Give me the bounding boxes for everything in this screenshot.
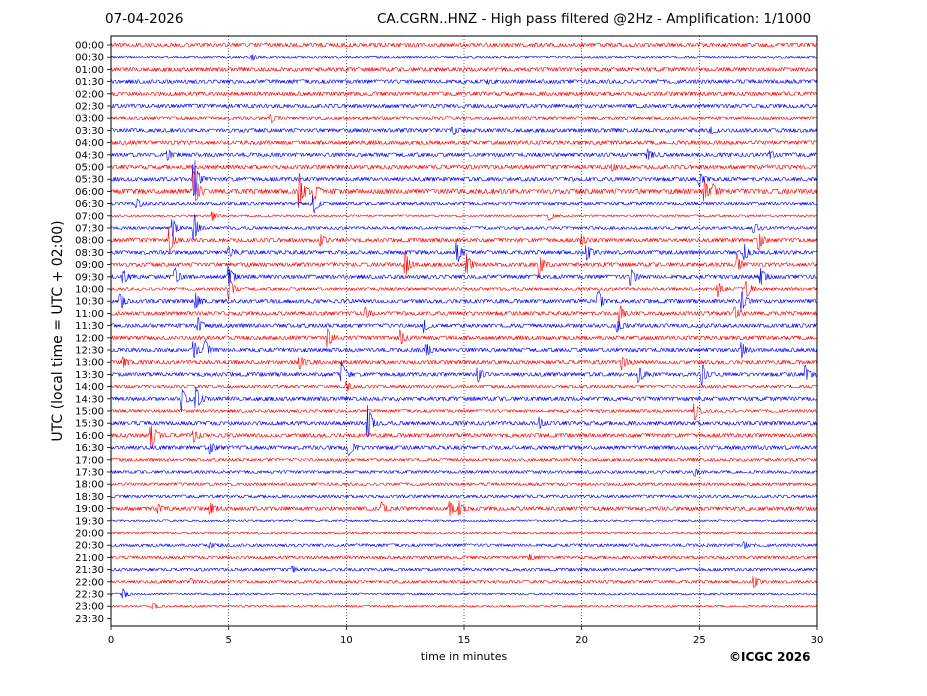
trace-17:30 <box>110 468 818 477</box>
y-tick-label-19:00: 19:00 <box>75 504 104 515</box>
y-tick-label-18:30: 18:30 <box>75 492 104 503</box>
trace-22:30 <box>110 588 817 599</box>
y-tick-label-11:00: 11:00 <box>75 309 104 320</box>
x-tick-label-10: 10 <box>340 635 353 646</box>
y-tick-label-05:30: 05:30 <box>75 175 104 186</box>
x-tick-label-30: 30 <box>811 635 824 646</box>
y-tick-label-21:30: 21:30 <box>75 565 104 576</box>
x-tick-label-0: 0 <box>108 635 114 646</box>
y-tick-label-01:00: 01:00 <box>75 65 104 76</box>
y-tick-label-17:30: 17:30 <box>75 468 104 479</box>
y-tick-label-14:30: 14:30 <box>75 394 104 405</box>
y-tick-label-21:00: 21:00 <box>75 553 104 564</box>
y-tick-label-07:30: 07:30 <box>75 224 104 235</box>
trace-02:30 <box>110 103 818 109</box>
trace-20:00 <box>110 531 818 535</box>
y-tick-label-04:30: 04:30 <box>75 150 104 161</box>
y-tick-label-06:00: 06:00 <box>75 187 104 198</box>
y-tick-label-12:30: 12:30 <box>75 346 104 357</box>
y-tick-label-04:00: 04:00 <box>75 138 104 149</box>
trace-03:00 <box>110 114 817 124</box>
y-tick-label-08:30: 08:30 <box>75 248 104 259</box>
y-tick-label-16:30: 16:30 <box>75 443 104 454</box>
x-axis: 0 5 10 15 20 25 30 <box>108 626 824 646</box>
trace-21:00 <box>110 553 818 561</box>
y-tick-label-09:00: 09:00 <box>75 260 104 271</box>
y-tick-label-11:30: 11:30 <box>75 321 104 332</box>
trace-03:30 <box>110 126 818 135</box>
trace-layer <box>110 42 818 610</box>
chart-title: CA.CGRN..HNZ - High pass filtered @2Hz -… <box>377 11 812 27</box>
trace-11:00 <box>110 305 818 323</box>
y-tick-label-06:30: 06:30 <box>75 199 104 210</box>
y-tick-label-07:00: 07:00 <box>75 211 104 222</box>
trace-07:30 <box>110 214 817 240</box>
x-tick-label-20: 20 <box>575 635 588 646</box>
y-tick-label-02:00: 02:00 <box>75 89 104 100</box>
trace-09:30 <box>110 265 817 286</box>
trace-10:00 <box>110 279 818 301</box>
trace-15:00 <box>110 403 817 421</box>
y-tick-label-08:00: 08:00 <box>75 236 104 247</box>
date-label: 07-04-2026 <box>105 11 184 27</box>
y-tick-label-03:30: 03:30 <box>75 126 104 137</box>
y-tick-label-09:30: 09:30 <box>75 272 104 283</box>
y-tick-label-14:00: 14:00 <box>75 382 104 393</box>
trace-14:00 <box>110 380 817 392</box>
y-tick-label-20:00: 20:00 <box>75 529 104 540</box>
y-tick-label-13:30: 13:30 <box>75 370 104 381</box>
y-tick-label-03:00: 03:00 <box>75 114 104 125</box>
y-tick-label-23:30: 23:30 <box>75 614 104 625</box>
trace-19:00 <box>110 500 818 517</box>
y-tick-label-23:00: 23:00 <box>75 602 104 613</box>
x-tick-label-5: 5 <box>225 635 231 646</box>
y-tick-label-10:30: 10:30 <box>75 297 104 308</box>
y-tick-label-01:30: 01:30 <box>75 77 104 88</box>
y-tick-label-10:00: 10:00 <box>75 285 104 296</box>
trace-19:30 <box>110 519 817 523</box>
y-tick-label-17:00: 17:00 <box>75 455 104 466</box>
trace-20:30 <box>110 541 818 549</box>
y-tick-label-15:30: 15:30 <box>75 419 104 430</box>
y-tick-label-20:30: 20:30 <box>75 541 104 552</box>
x-tick-label-25: 25 <box>693 635 706 646</box>
trace-04:30 <box>110 149 817 161</box>
minute-gridlines <box>228 36 700 626</box>
trace-10:30 <box>110 290 817 312</box>
y-tick-label-00:30: 00:30 <box>75 53 104 64</box>
y-tick-label-16:00: 16:00 <box>75 431 104 442</box>
trace-12:00 <box>110 328 817 348</box>
trace-01:30 <box>110 79 818 85</box>
y-tick-label-12:00: 12:00 <box>75 333 104 344</box>
y-tick-label-00:00: 00:00 <box>75 41 104 52</box>
y-tick-label-22:30: 22:30 <box>75 590 104 601</box>
y-tick-label-05:00: 05:00 <box>75 163 104 174</box>
trace-00:00 <box>110 42 817 48</box>
y-tick-label-19:30: 19:30 <box>75 516 104 527</box>
y-tick-label-02:30: 02:30 <box>75 102 104 113</box>
y-tick-label-18:00: 18:00 <box>75 480 104 491</box>
trace-08:30 <box>110 241 817 263</box>
y-axis-label: UTC (local time = UTC + 02:00) <box>50 220 66 441</box>
x-tick-label-15: 15 <box>458 635 471 646</box>
y-tick-label-13:00: 13:00 <box>75 358 104 369</box>
y-tick-label-22:00: 22:00 <box>75 577 104 588</box>
trace-21:30 <box>110 565 818 573</box>
x-axis-label: time in minutes <box>421 650 508 663</box>
y-tick-label-15:00: 15:00 <box>75 407 104 418</box>
copyright-label: ©ICGC 2026 <box>729 650 811 664</box>
